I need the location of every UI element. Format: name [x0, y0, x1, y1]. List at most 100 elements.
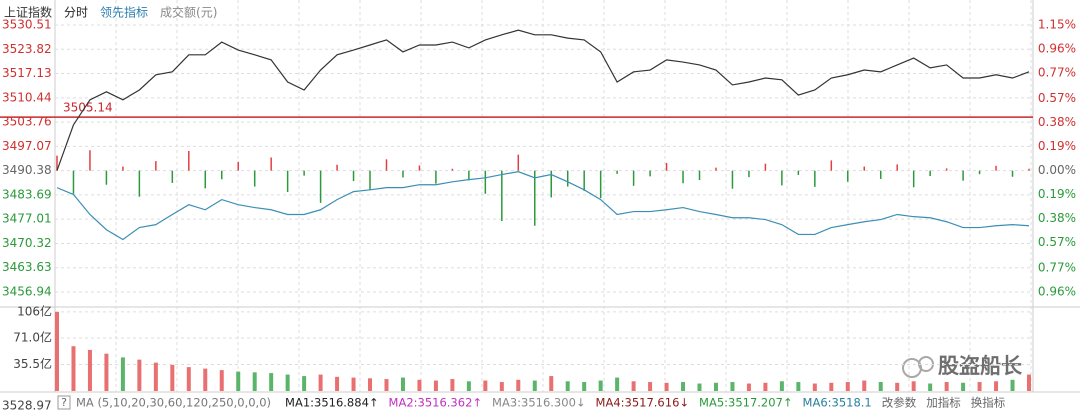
volume-tick-label: 71.0亿: [13, 329, 52, 344]
volume-bar: [236, 371, 241, 391]
volume-bar: [153, 362, 158, 391]
header-tab: 领先指标: [100, 5, 148, 20]
volume-bar: [713, 382, 718, 391]
volume-bar: [779, 381, 784, 391]
volume-bar: [203, 368, 208, 391]
y-tick-label: 3463.63: [2, 260, 52, 274]
volume-bar: [862, 380, 867, 391]
volume-bar: [433, 380, 438, 391]
volume-bar: [516, 379, 521, 391]
volume-tick-label: 106亿: [17, 303, 52, 318]
y-tick-label: 3517.13: [2, 66, 52, 80]
volume-bar: [400, 377, 405, 391]
volume-bar: [219, 370, 224, 391]
help-box: [57, 395, 71, 410]
toolbar-item[interactable]: 改参数: [882, 396, 917, 410]
y2-tick-label: 0.19%: [1038, 139, 1076, 153]
header-tab: 上证指数: [4, 5, 52, 20]
y2-tick-label: 0.77%: [1038, 66, 1076, 80]
volume-bar: [285, 374, 290, 391]
volume-bar: [730, 382, 735, 391]
volume-bar: [1027, 374, 1031, 391]
toolbar-item: MA1:3516.884↑: [285, 396, 379, 410]
toolbar-item: MA3:3516.300↓: [492, 396, 586, 410]
volume-bar: [384, 379, 389, 391]
toolbar-item[interactable]: 换指标: [971, 396, 1006, 410]
volume-bar: [829, 382, 834, 391]
volume-bar: [186, 367, 191, 391]
volume-bar: [615, 377, 620, 391]
header-tab: 成交额(元): [160, 5, 217, 20]
reference-label: 3505.14: [63, 101, 113, 115]
y2-tick-label: 0.38%: [1038, 115, 1076, 129]
volume-bar: [87, 349, 92, 391]
volume-bar: [104, 353, 109, 391]
volume-bar: [71, 346, 76, 391]
volume-bar: [697, 383, 702, 391]
volume-bar: [1010, 379, 1015, 391]
volume-bar: [994, 381, 999, 391]
series-line: [56, 171, 1030, 241]
y2-tick-label: 0.19%: [1038, 187, 1076, 201]
volume-bar: [170, 364, 175, 391]
volume-bar: [796, 382, 801, 391]
toolbar-item: MA2:3516.362↑: [389, 396, 483, 410]
volume-bar: [944, 382, 949, 391]
toolbar-item: MA (5,10,20,30,60,120,250,0,0,0): [76, 396, 271, 410]
watermark-text: 股盗船长: [938, 354, 1023, 378]
volume-bar: [318, 374, 323, 391]
volume-bar: [582, 382, 587, 391]
volume-bar: [878, 382, 883, 391]
volume-bar: [335, 376, 340, 391]
volume-bar: [746, 383, 751, 391]
y-tick-label: 3470.32: [2, 236, 52, 250]
help-button: ?: [61, 396, 67, 409]
toolbar-item[interactable]: 加指标: [926, 396, 961, 410]
volume-bar: [483, 380, 488, 391]
volume-bar: [681, 382, 686, 391]
y2-tick-label: 0.96%: [1038, 285, 1076, 299]
volume-bar: [137, 359, 142, 391]
toolbar-item: MA5:3517.207↑: [699, 396, 793, 410]
volume-bar: [598, 380, 603, 391]
volume-bar: [763, 382, 768, 391]
volume-bar: [845, 382, 850, 391]
volume-bar: [55, 311, 59, 391]
series-line: [56, 29, 1030, 171]
volume-bar: [961, 382, 966, 391]
y-tick-label: 3530.51: [2, 18, 52, 32]
volume-bar: [928, 383, 933, 391]
volume-bar: [269, 373, 274, 391]
volume-bar: [351, 377, 356, 391]
volume-bar: [252, 372, 257, 391]
volume-bar: [499, 382, 504, 391]
y-tick-label: 3503.76: [2, 115, 52, 129]
toolbar-item: MA4:3517.616↓: [596, 396, 690, 410]
y-tick-label: 3456.94: [2, 285, 52, 299]
y-tick-label: 3477.01: [2, 212, 52, 226]
y2-tick-label: 1.15%: [1038, 18, 1076, 32]
volume-tick-label: 35.5亿: [13, 356, 52, 371]
volume-bar: [368, 378, 373, 391]
toolbar-item: MA6:3518.1: [803, 396, 872, 410]
y2-tick-label: 0.38%: [1038, 211, 1076, 225]
y-tick-label: 3510.44: [2, 90, 52, 104]
y2-tick-label: 0.00%: [1038, 163, 1076, 177]
volume-bar: [466, 381, 471, 391]
y2-tick-label: 0.96%: [1038, 42, 1076, 56]
y2-tick-label: 0.57%: [1038, 235, 1076, 249]
volume-bar: [549, 376, 554, 391]
volume-bar: [565, 381, 570, 391]
volume-bar: [895, 382, 900, 391]
volume-bar: [977, 382, 982, 391]
y-tick-label: 3490.38: [2, 163, 52, 177]
y2-tick-label: 0.77%: [1038, 260, 1076, 274]
y2-tick-label: 0.57%: [1038, 91, 1076, 105]
volume-bar: [911, 381, 916, 391]
y-tick-label: 3483.69: [2, 187, 52, 201]
cursor-label: 3528.97: [2, 399, 52, 413]
watermark: 股盗船长: [902, 354, 1023, 378]
